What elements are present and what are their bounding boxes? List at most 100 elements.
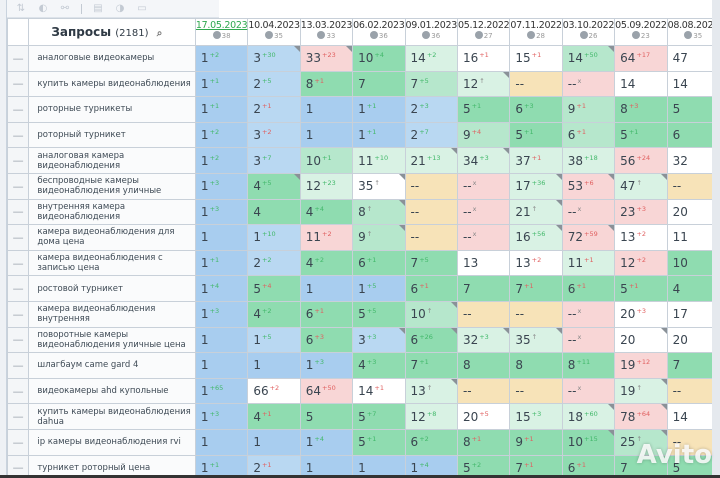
position-cell[interactable]: 1	[299, 96, 354, 123]
position-cell[interactable]: 16+56	[509, 224, 563, 251]
position-cell[interactable]: 38+18	[561, 147, 616, 174]
position-cell[interactable]: 5+5	[352, 300, 406, 328]
position-cell[interactable]: 13+2	[509, 249, 563, 277]
position-cell[interactable]: 5+4	[247, 275, 301, 302]
position-cell[interactable]: 8+1	[299, 70, 354, 98]
clock-icon[interactable]: ◑	[115, 3, 125, 14]
collapse-toggle[interactable]: —	[7, 198, 30, 226]
position-cell[interactable]: --x	[561, 198, 616, 226]
position-cell[interactable]: 10+1	[299, 147, 354, 174]
position-cell[interactable]: 32	[666, 147, 720, 174]
position-cell[interactable]: 11+1	[561, 249, 616, 277]
position-cell[interactable]: 14	[666, 403, 720, 430]
position-cell[interactable]: 72+59	[561, 224, 616, 251]
position-cell[interactable]: 20+5	[456, 403, 511, 430]
position-cell[interactable]: 7	[456, 275, 511, 302]
position-cell[interactable]: 8	[456, 352, 511, 379]
date-column-header[interactable]: 06.02.2023 36	[352, 18, 406, 46]
position-cell[interactable]: 1	[194, 352, 249, 379]
position-cell[interactable]: 3+30	[247, 45, 301, 72]
position-cell[interactable]: 1+65	[194, 377, 249, 405]
position-cell[interactable]: 4+2	[247, 300, 301, 328]
position-cell[interactable]: 34+3	[456, 147, 511, 174]
position-cell[interactable]: 33+23	[299, 45, 354, 72]
position-cell[interactable]: 10+4	[352, 45, 406, 72]
collapse-toggle[interactable]: —	[7, 45, 30, 72]
folder-icon[interactable]: ▭	[137, 3, 147, 14]
query-text[interactable]: купить камеры видеонаблюдения	[28, 70, 196, 98]
position-cell[interactable]: --	[404, 198, 458, 226]
position-cell[interactable]: 53+6	[561, 172, 616, 200]
query-text[interactable]: аналоговые видеокамеры	[28, 45, 196, 72]
date-column-header[interactable]: 07.11.2022 28	[509, 18, 563, 46]
position-cell[interactable]: 10+15	[561, 428, 616, 456]
position-cell[interactable]: 1	[299, 275, 354, 302]
position-cell[interactable]: 1+4	[299, 428, 354, 456]
date-column-header[interactable]: 05.09.2022 23	[614, 18, 668, 46]
query-text[interactable]: шлагбаум came gard 4	[28, 352, 196, 379]
position-cell[interactable]: 12+23	[299, 172, 354, 200]
position-cell[interactable]: 35↑	[352, 172, 406, 200]
position-cell[interactable]: 1+3	[194, 300, 249, 328]
position-cell[interactable]: 6+3	[509, 96, 563, 123]
collapse-toggle[interactable]: —	[7, 326, 30, 354]
position-cell[interactable]: 1+5	[247, 326, 301, 354]
position-cell[interactable]: 6+1	[561, 275, 616, 302]
date-column-header[interactable]: 05.12.2022 27	[456, 18, 511, 46]
position-cell[interactable]: 5	[299, 403, 354, 430]
position-cell[interactable]: 64+50	[299, 377, 354, 405]
position-cell[interactable]: 8↑	[352, 198, 406, 226]
position-cell[interactable]: 7+1	[404, 352, 458, 379]
position-cell[interactable]: 1+1	[194, 454, 249, 478]
position-cell[interactable]: 1+1	[194, 96, 249, 123]
position-cell[interactable]: 1+3	[299, 352, 354, 379]
position-cell[interactable]: --x	[561, 326, 616, 354]
queries-header[interactable]: Запросы (2181) ⌕	[28, 18, 196, 46]
position-cell[interactable]: --x	[561, 377, 616, 405]
position-cell[interactable]: --x	[561, 300, 616, 328]
position-cell[interactable]: 8+1	[456, 428, 511, 456]
collapse-toggle[interactable]: —	[7, 352, 30, 379]
position-cell[interactable]: 18+60	[561, 403, 616, 430]
query-text[interactable]: купить камеры видеонаблюдения dahua	[28, 403, 196, 430]
position-cell[interactable]: 5	[666, 454, 720, 478]
query-text[interactable]: внутренняя камера видеонаблюдения	[28, 198, 196, 226]
position-cell[interactable]: 9+1	[561, 96, 616, 123]
vertical-scrollbar[interactable]	[712, 0, 720, 478]
position-cell[interactable]: --x	[456, 198, 511, 226]
date-label[interactable]: 13.03.2023	[300, 20, 353, 31]
date-label[interactable]: 08.08.2022	[667, 20, 720, 31]
collapse-toggle[interactable]: —	[7, 172, 30, 200]
position-cell[interactable]: 4+2	[299, 249, 354, 277]
collapse-toggle[interactable]: —	[7, 70, 30, 98]
position-cell[interactable]: 78+64	[614, 403, 668, 430]
position-cell[interactable]: 1	[194, 428, 249, 456]
query-text[interactable]: аналоговая камера видеонаблюдения	[28, 147, 196, 174]
position-cell[interactable]: --	[509, 300, 563, 328]
position-cell[interactable]: 66+2	[247, 377, 301, 405]
position-cell[interactable]: 20+3	[614, 300, 668, 328]
position-cell[interactable]: 14+50	[561, 45, 616, 72]
date-label[interactable]: 07.11.2022	[510, 20, 562, 31]
position-cell[interactable]: 14+1	[352, 377, 406, 405]
position-cell[interactable]: 20	[666, 326, 720, 354]
position-cell[interactable]: 7+5	[404, 249, 458, 277]
date-label[interactable]: 05.12.2022	[457, 20, 510, 31]
date-label[interactable]: 06.02.2023	[353, 20, 405, 31]
collapse-toggle[interactable]: —	[7, 300, 30, 328]
position-cell[interactable]: 1+2	[194, 147, 249, 174]
date-label[interactable]: 17.05.2023	[195, 20, 248, 31]
position-cell[interactable]: --x	[456, 172, 511, 200]
position-cell[interactable]: 1+3	[194, 198, 249, 226]
position-cell[interactable]: 4+3	[352, 352, 406, 379]
position-cell[interactable]: 13	[456, 249, 511, 277]
position-cell[interactable]: 7	[352, 70, 406, 98]
position-cell[interactable]: 15+1	[509, 45, 563, 72]
date-column-header[interactable]: 08.08.2022 35	[666, 18, 720, 46]
search-icon[interactable]: ⌕	[156, 28, 163, 39]
position-cell[interactable]: 16+1	[456, 45, 511, 72]
position-cell[interactable]: 5+1	[352, 428, 406, 456]
position-cell[interactable]: 4	[247, 198, 301, 226]
position-cell[interactable]: 47	[666, 45, 720, 72]
query-text[interactable]: ростовой турникет	[28, 275, 196, 302]
